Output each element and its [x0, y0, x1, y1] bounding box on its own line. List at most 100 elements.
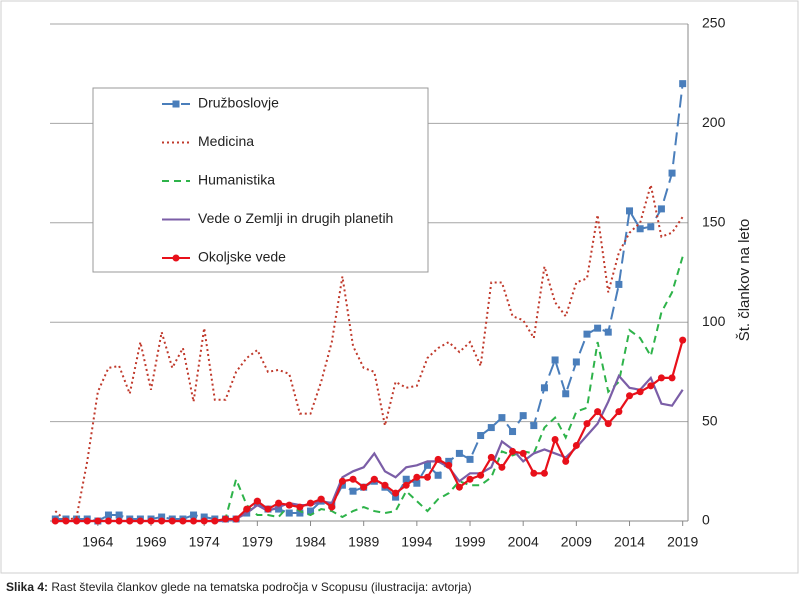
marker: [126, 517, 134, 525]
marker: [285, 501, 293, 509]
marker: [562, 457, 570, 465]
marker: [94, 517, 102, 525]
marker: [594, 324, 602, 332]
marker: [562, 390, 570, 398]
marker: [657, 374, 665, 382]
y-tick-label: 150: [702, 214, 726, 230]
marker: [285, 509, 293, 517]
marker: [679, 80, 687, 88]
marker: [307, 507, 315, 515]
x-tick-label: 2019: [667, 534, 698, 550]
marker: [668, 169, 676, 177]
marker: [51, 517, 59, 525]
marker: [83, 517, 91, 525]
marker: [477, 432, 485, 440]
series-line: [54, 184, 684, 523]
marker: [679, 336, 687, 344]
legend-label: Vede o Zemlji in drugih planetih: [198, 210, 393, 226]
marker: [172, 254, 180, 262]
marker: [647, 223, 655, 231]
marker: [594, 408, 602, 416]
marker: [636, 225, 644, 233]
legend-label: Okoljske vede: [198, 249, 286, 265]
legend-label: Humanistika: [198, 172, 275, 188]
marker: [477, 471, 485, 479]
caption-text: Rast števila člankov glede na tematska p…: [51, 580, 471, 594]
y-tick-label: 100: [702, 313, 726, 329]
marker: [275, 499, 283, 507]
marker: [104, 517, 112, 525]
frame: [0, 0, 799, 574]
x-tick-label: 1969: [135, 534, 166, 550]
marker: [296, 509, 304, 517]
marker: [62, 517, 70, 525]
marker: [147, 517, 155, 525]
legend-box: [92, 87, 429, 273]
marker: [583, 330, 591, 338]
marker: [509, 447, 517, 455]
marker: [572, 358, 580, 366]
marker: [466, 475, 474, 483]
marker: [232, 515, 240, 523]
marker: [455, 449, 463, 457]
marker: [73, 517, 81, 525]
y-tick-label: 0: [702, 512, 710, 528]
marker: [583, 420, 591, 428]
x-tick-label: 2004: [508, 534, 539, 550]
marker: [200, 513, 208, 521]
marker: [530, 422, 538, 430]
legend-label: Družboslovje: [198, 95, 279, 111]
marker: [136, 517, 144, 525]
legend-label: Medicina: [198, 133, 254, 149]
marker: [392, 493, 400, 501]
marker: [158, 513, 166, 521]
marker: [307, 499, 315, 507]
marker: [264, 505, 272, 513]
series-line: [55, 339, 684, 523]
y-tick-label: 50: [702, 412, 718, 428]
marker: [455, 483, 463, 491]
marker: [221, 515, 229, 523]
x-tick-label: 1984: [295, 534, 326, 550]
x-tick-label: 1974: [189, 534, 220, 550]
marker: [572, 441, 580, 449]
x-tick-label: 1979: [242, 534, 273, 550]
marker: [243, 505, 251, 513]
marker: [115, 511, 123, 519]
marker: [190, 511, 198, 519]
marker: [423, 461, 431, 469]
x-tick-label: 1964: [82, 534, 113, 550]
marker: [381, 481, 389, 489]
marker: [402, 475, 410, 483]
marker: [540, 384, 548, 392]
marker: [626, 392, 634, 400]
marker: [540, 469, 548, 477]
marker: [445, 461, 453, 469]
x-tick-label: 1999: [454, 534, 485, 550]
marker: [200, 517, 208, 525]
marker: [434, 455, 442, 463]
marker: [296, 503, 304, 511]
marker: [360, 483, 368, 491]
y-axis-label: Št. člankov na leto: [736, 219, 753, 342]
marker: [168, 517, 176, 525]
marker: [615, 408, 623, 416]
marker: [604, 420, 612, 428]
marker: [615, 280, 623, 288]
marker: [604, 328, 612, 336]
marker: [413, 479, 421, 487]
marker: [647, 382, 655, 390]
marker: [172, 100, 180, 108]
marker: [626, 207, 634, 215]
marker: [190, 517, 198, 525]
marker: [445, 457, 453, 465]
marker: [338, 477, 346, 485]
marker: [551, 435, 559, 443]
marker: [253, 497, 261, 505]
marker: [466, 455, 474, 463]
marker: [498, 463, 506, 471]
marker: [211, 517, 219, 525]
x-tick-label: 2014: [614, 534, 645, 550]
marker: [487, 424, 495, 432]
